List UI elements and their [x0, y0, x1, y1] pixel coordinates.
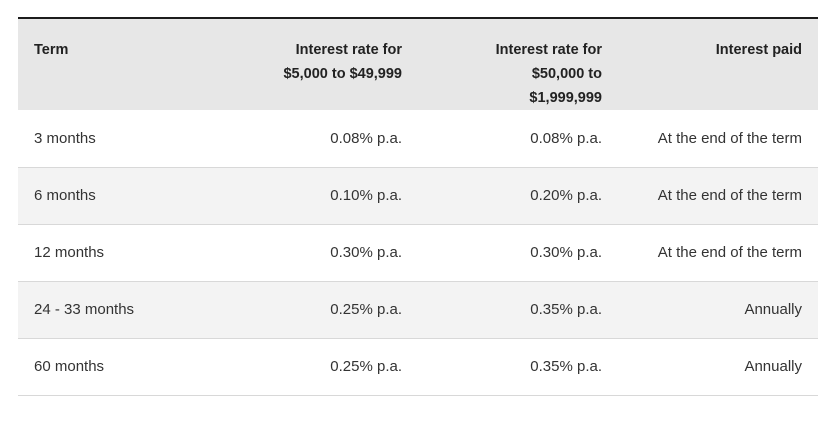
rate-high-cell: 0.30% p.a. — [530, 244, 602, 261]
header-rate-low-line1: Interest rate for — [295, 42, 402, 58]
rate-low-cell: 0.25% p.a. — [330, 358, 402, 375]
header-rate-low-line2: $5,000 to $49,999 — [283, 66, 402, 82]
term-cell: 3 months — [34, 129, 96, 147]
rate-high-cell: 0.08% p.a. — [530, 129, 602, 147]
rate-high-cell: 0.35% p.a. — [530, 301, 602, 318]
interest-paid-cell: At the end of the term — [657, 244, 802, 261]
rate-high-cell: 0.35% p.a. — [530, 358, 602, 375]
header-rate-high-line1: Interest rate for — [495, 42, 602, 58]
term-cell: 12 months — [34, 244, 105, 261]
interest-rate-table: Term Interest rate for $5,000 to $49,999… — [18, 17, 818, 396]
interest-paid-cell: At the end of the term — [657, 129, 802, 147]
interest-rate-table-container: Term Interest rate for $5,000 to $49,999… — [18, 17, 818, 396]
header-interest-paid-label: Interest paid — [715, 42, 802, 58]
interest-paid-cell: Annually — [744, 301, 802, 318]
term-cell: 60 months — [34, 358, 105, 375]
header-term: Term — [18, 18, 218, 110]
header-rate-low: Interest rate for $5,000 to $49,999 — [218, 18, 418, 110]
header-interest-paid: Interest paid — [618, 18, 818, 110]
table-row: 6 months 0.10% p.a. 0.20% p.a. At the en… — [18, 167, 818, 224]
rate-low-cell: 0.08% p.a. — [330, 129, 402, 147]
rate-low-cell: 0.10% p.a. — [330, 187, 402, 204]
header-rate-high-line2: $50,000 to — [531, 66, 602, 82]
interest-paid-cell: At the end of the term — [657, 187, 802, 204]
table-row: 12 months 0.30% p.a. 0.30% p.a. At the e… — [18, 224, 818, 281]
table-row: 3 months 0.08% p.a. 0.08% p.a. At the en… — [18, 110, 818, 167]
table-body: 3 months 0.08% p.a. 0.08% p.a. At the en… — [18, 110, 818, 395]
header-term-label: Term — [34, 42, 69, 58]
term-cell: 24 - 33 months — [34, 301, 135, 318]
interest-paid-cell: Annually — [744, 358, 802, 375]
header-rate-high-line3: $1,999,999 — [529, 90, 602, 106]
rate-low-cell: 0.25% p.a. — [330, 301, 402, 318]
header-rate-high: Interest rate for $50,000 to $1,999,999 — [418, 18, 618, 110]
table-row: 60 months 0.25% p.a. 0.35% p.a. Annually — [18, 338, 818, 395]
header-row: Term Interest rate for $5,000 to $49,999… — [18, 18, 818, 110]
term-cell: 6 months — [34, 187, 96, 204]
rate-low-cell: 0.30% p.a. — [330, 244, 402, 261]
rate-high-cell: 0.20% p.a. — [530, 187, 602, 204]
table-header: Term Interest rate for $5,000 to $49,999… — [18, 18, 818, 110]
table-row: 24 - 33 months 0.25% p.a. 0.35% p.a. Ann… — [18, 281, 818, 338]
